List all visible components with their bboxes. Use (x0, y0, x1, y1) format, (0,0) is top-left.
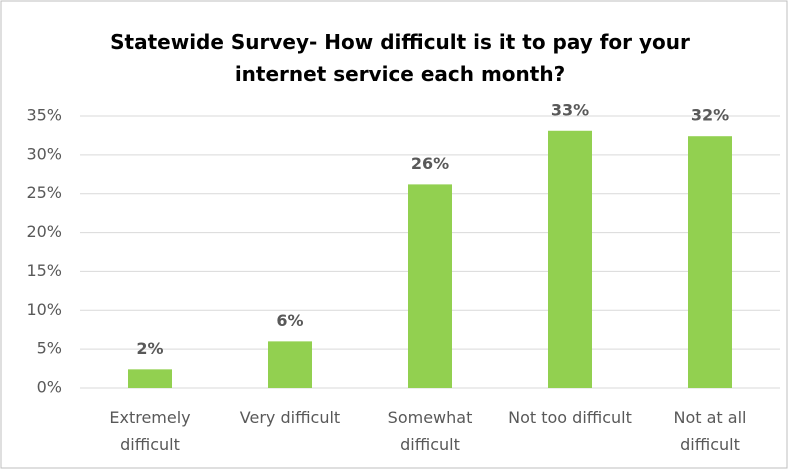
y-tick-label: 5% (37, 339, 62, 358)
x-tick-label: Extremely difficult (109, 408, 191, 454)
bar (408, 184, 452, 388)
data-label: 26% (411, 154, 449, 173)
data-label: 33% (551, 100, 589, 119)
data-label: 2% (136, 339, 163, 358)
y-tick-label: 15% (26, 261, 62, 280)
x-tick-label: Not at all difficult (673, 408, 747, 454)
y-tick-label: 0% (37, 378, 62, 397)
chart-title: Statewide Survey- How difficult is it to… (110, 30, 690, 86)
y-tick-label: 20% (26, 222, 62, 241)
bar (128, 369, 172, 388)
y-tick-label: 30% (26, 144, 62, 163)
bar (688, 136, 732, 388)
y-tick-label: 25% (26, 183, 62, 202)
data-label: 6% (276, 311, 303, 330)
data-label: 32% (691, 106, 729, 125)
x-tick-label: Not too difficult (508, 408, 632, 427)
bar (548, 130, 592, 388)
y-tick-label: 10% (26, 300, 62, 319)
x-tick-label: Somewhat difficult (387, 408, 473, 454)
y-tick-label: 35% (26, 106, 62, 125)
bar (268, 341, 312, 388)
x-tick-label: Very difficult (239, 408, 341, 427)
